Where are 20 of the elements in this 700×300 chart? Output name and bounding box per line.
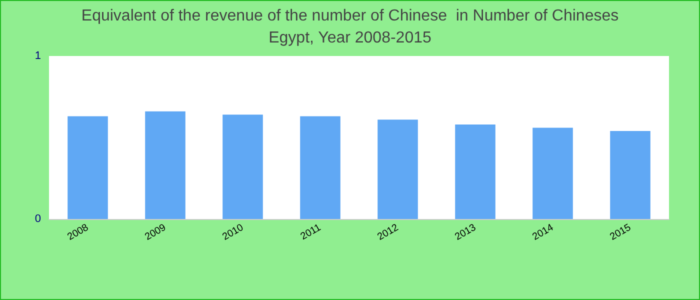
bar [532,128,573,219]
x-tick-label: 2015 [608,222,634,243]
bar [378,120,418,219]
y-tick-label: 0 [34,213,41,225]
x-tick-label: 2012 [376,222,401,243]
y-tick-label: 1 [34,50,41,62]
bar [68,116,108,219]
chart-subtitle: Egypt, Year 2008-2015 [268,30,432,46]
bar [455,124,496,219]
x-tick-label: 2013 [453,222,478,243]
x-tick-label: 2008 [66,222,91,243]
x-tick-label: 2011 [298,222,324,243]
bar [300,116,340,219]
x-tick-label: 2009 [143,222,168,243]
x-tick-label: 2014 [530,222,556,243]
x-tick-label: 2010 [220,222,246,243]
bar [610,130,650,219]
bar [145,111,186,219]
bar [222,114,263,219]
chart-title: Equivalent of the revenue of the number of Chinese in Number of Chineses [81,8,619,24]
